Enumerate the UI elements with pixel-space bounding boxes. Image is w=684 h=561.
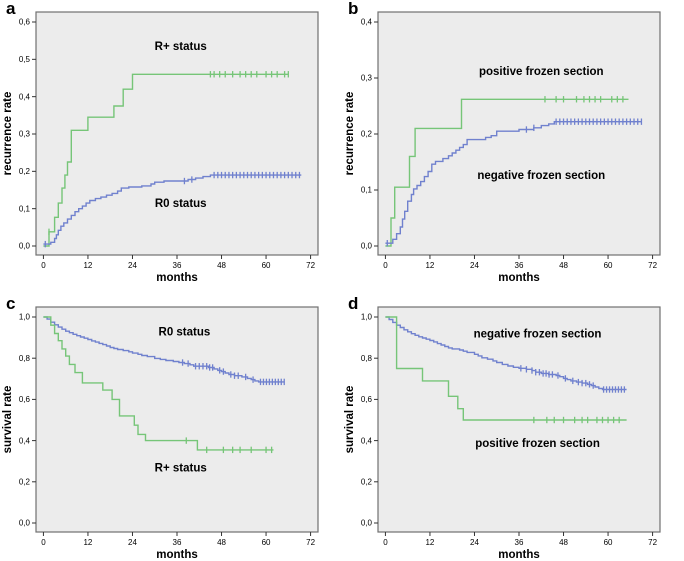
survival-rate-chart-r-status: 0,0 0,2 0,4 0,6 0,8 1,0 0 12 24 36 48 60 72 months sur… — [2, 306, 319, 561]
y-tick-label: 0,8 — [19, 354, 31, 363]
x-axis-title: months — [156, 549, 198, 561]
series-line-positive-frozen-section — [385, 98, 629, 247]
x-tick-label: 72 — [648, 538, 657, 547]
y-axis-title: recurrence rate — [344, 92, 356, 176]
y-tick-label: 0,6 — [19, 18, 31, 27]
y-tick-label: 0,6 — [361, 395, 373, 404]
y-tick-label: 0,0 — [361, 242, 373, 251]
y-axis-title: survival rate — [2, 386, 14, 454]
y-tick-label: 1,0 — [361, 313, 373, 322]
y-tick-label: 0,3 — [361, 74, 373, 83]
x-tick-label: 72 — [306, 261, 315, 270]
x-tick-label: 36 — [515, 261, 524, 270]
panel-c: c 0,0 0,2 0,4 0,6 0,8 1,0 0 12 24 36 48 60 72 months s… — [0, 295, 342, 561]
plot-area — [35, 11, 319, 256]
x-axis-title: months — [498, 549, 540, 561]
panel-letter-c: c — [6, 294, 16, 313]
x-tick-label: 60 — [262, 261, 271, 270]
x-tick-label: 0 — [41, 261, 46, 270]
series-label-negative-frozen-section: negative frozen section — [474, 329, 602, 341]
x-tick-label: 60 — [604, 538, 613, 547]
panel-letter-a: a — [6, 0, 16, 18]
panel-letter-d: d — [348, 294, 359, 313]
series-line-negative-frozen-section — [385, 316, 627, 391]
y-tick-label: 0,2 — [361, 130, 373, 139]
panel-letter-b: b — [348, 0, 359, 18]
x-tick-label: 12 — [425, 538, 434, 547]
x-tick-label: 24 — [470, 261, 479, 270]
series-label-r0-status: R0 status — [155, 198, 207, 210]
x-tick-label: 72 — [306, 538, 315, 547]
y-tick-label: 0,2 — [19, 478, 31, 487]
series-label-positive-frozen-section: positive frozen section — [475, 438, 600, 450]
y-tick-label: 1,0 — [19, 313, 31, 322]
y-tick-label: 0,1 — [19, 204, 31, 213]
plot-area — [35, 306, 319, 533]
y-tick-label: 0,4 — [19, 436, 31, 445]
series-line-positive-frozen-section — [385, 316, 627, 421]
x-tick-label: 0 — [383, 538, 388, 547]
x-tick-label: 36 — [173, 261, 182, 270]
series-line-r-status — [43, 316, 274, 451]
survival-rate-chart-frozen-section: 0,0 0,2 0,4 0,6 0,8 1,0 0 12 24 36 48 60 72 months sur… — [344, 306, 661, 561]
y-tick-label: 0,0 — [19, 242, 31, 251]
x-tick-label: 60 — [262, 538, 271, 547]
panel-d: d 0,0 0,2 0,4 0,6 0,8 1,0 0 12 24 36 48 60 72 months s… — [342, 295, 684, 561]
y-tick-label: 0,4 — [19, 92, 31, 101]
y-tick-label: 0,8 — [361, 354, 373, 363]
y-tick-label: 0,2 — [361, 478, 373, 487]
x-tick-label: 12 — [425, 261, 434, 270]
y-tick-label: 0,5 — [19, 55, 31, 64]
series-label-r-status: R+ status — [155, 41, 207, 53]
x-tick-label: 72 — [648, 261, 657, 270]
x-tick-label: 24 — [128, 261, 137, 270]
x-tick-label: 36 — [173, 538, 182, 547]
series-line-r-status — [43, 73, 289, 247]
y-tick-label: 0,3 — [19, 130, 31, 139]
x-tick-label: 48 — [559, 261, 568, 270]
series-label-negative-frozen-section: negative frozen section — [477, 170, 605, 182]
series-label-r-status: R+ status — [155, 463, 207, 475]
y-tick-label: 0,4 — [361, 436, 373, 445]
x-tick-label: 12 — [83, 261, 92, 270]
x-axis-title: months — [156, 272, 198, 284]
recurrence-rate-chart-r-status: 0,0 0,1 0,2 0,3 0,4 0,5 0,6 0 12 24 36 48 60 72 months… — [2, 11, 319, 284]
x-tick-label: 24 — [128, 538, 137, 547]
plot-area — [377, 11, 661, 256]
series-line-negative-frozen-section — [385, 121, 642, 244]
y-tick-label: 0,0 — [361, 519, 373, 528]
panel-b: b 0,0 0,1 0,2 0,3 0,4 0 12 24 36 48 60 72 months recu… — [342, 0, 684, 295]
series-line-r0-status — [43, 316, 285, 383]
x-tick-label: 48 — [217, 538, 226, 547]
x-tick-label: 60 — [604, 261, 613, 270]
x-tick-label: 48 — [217, 261, 226, 270]
y-tick-label: 0,0 — [19, 519, 31, 528]
y-tick-label: 0,1 — [361, 186, 373, 195]
series-label-r0-status: R0 status — [159, 327, 211, 339]
series-line-r0-status — [43, 174, 302, 245]
x-tick-label: 36 — [515, 538, 524, 547]
y-axis-title: recurrence rate — [2, 92, 14, 176]
x-tick-label: 48 — [559, 538, 568, 547]
x-tick-label: 24 — [470, 538, 479, 547]
y-tick-label: 0,2 — [19, 167, 31, 176]
series-label-positive-frozen-section: positive frozen section — [479, 66, 604, 78]
x-tick-label: 0 — [41, 538, 46, 547]
panel-a: a 0,0 0,1 0,2 0,3 0,4 0,5 0,6 0 12 24 36 48 60 72 mont… — [0, 0, 342, 295]
x-tick-label: 12 — [83, 538, 92, 547]
x-axis-title: months — [498, 272, 540, 284]
y-tick-label: 0,6 — [19, 395, 31, 404]
y-tick-label: 0,4 — [361, 18, 373, 27]
x-tick-label: 0 — [383, 261, 388, 270]
recurrence-rate-chart-frozen-section: 0,0 0,1 0,2 0,3 0,4 0 12 24 36 48 60 72 months recurr… — [344, 11, 661, 284]
y-axis-title: survival rate — [344, 386, 356, 454]
